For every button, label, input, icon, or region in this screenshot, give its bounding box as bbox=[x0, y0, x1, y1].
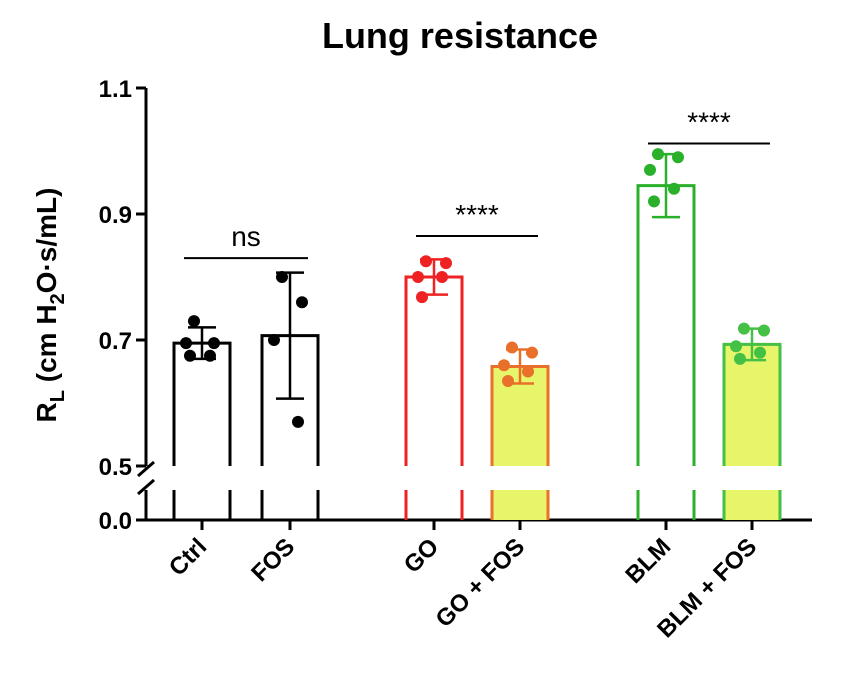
significance-group: ns **** **** bbox=[184, 106, 770, 260]
data-point bbox=[672, 151, 684, 164]
significance-label: **** bbox=[687, 106, 731, 137]
y-tick-label: 0.9 bbox=[99, 202, 132, 229]
data-point bbox=[436, 271, 448, 283]
data-point bbox=[644, 163, 656, 176]
bar-outline-upper bbox=[636, 184, 696, 466]
x-tick-label: Ctrl bbox=[164, 533, 212, 581]
y-axis-break-mark-top bbox=[137, 460, 155, 478]
data-point bbox=[734, 352, 746, 365]
data-point bbox=[420, 255, 432, 268]
data-point bbox=[208, 337, 220, 350]
y-axis-label-rest-1: (cm H bbox=[31, 304, 62, 390]
data-point bbox=[292, 415, 304, 428]
y-axis-label-sub2: 2 bbox=[47, 293, 69, 304]
bar-group bbox=[636, 148, 696, 520]
data-point bbox=[738, 322, 750, 335]
bar-outline-upper bbox=[404, 275, 464, 466]
data-point bbox=[648, 195, 660, 208]
y-axis-label-sub: L bbox=[47, 390, 69, 402]
data-point bbox=[754, 346, 766, 359]
y-tick-label: 1.1 bbox=[99, 76, 132, 103]
bar-group bbox=[722, 322, 782, 520]
bar-fill-lower bbox=[724, 490, 780, 520]
data-point bbox=[758, 324, 770, 337]
data-point bbox=[180, 337, 192, 350]
y-axis-break-mark-bottom bbox=[137, 478, 155, 496]
data-point bbox=[204, 349, 216, 362]
data-point bbox=[184, 349, 196, 362]
data-point bbox=[440, 257, 452, 270]
data-point bbox=[296, 296, 308, 309]
bar-group bbox=[260, 271, 320, 520]
significance-label: **** bbox=[455, 199, 499, 230]
data-point bbox=[268, 334, 280, 346]
y-axis-label-rest-2: O·s/mL) bbox=[31, 188, 62, 294]
y-axis-label-main: R bbox=[31, 402, 62, 422]
bar-group bbox=[404, 255, 464, 520]
data-point bbox=[526, 346, 538, 359]
chart-title: Lung resistance bbox=[322, 15, 598, 56]
data-point bbox=[412, 271, 424, 283]
data-point bbox=[498, 359, 510, 372]
bar-fill-upper bbox=[724, 344, 780, 466]
x-tick-label: GO + FOS bbox=[431, 533, 531, 633]
x-tick-label: GO bbox=[399, 533, 444, 578]
data-point bbox=[502, 374, 514, 387]
data-point bbox=[522, 365, 534, 378]
bar-outline-upper bbox=[172, 341, 232, 466]
data-point bbox=[416, 291, 428, 304]
data-point bbox=[730, 340, 742, 353]
y-tick-label: 0.7 bbox=[99, 328, 132, 355]
significance-label: ns bbox=[231, 221, 261, 252]
y-axis-label: RL (cm H2O·s/mL) bbox=[31, 188, 69, 423]
y-tick-label: 0.5 bbox=[99, 454, 132, 481]
data-point bbox=[188, 315, 200, 328]
data-point bbox=[668, 182, 680, 195]
bar-group bbox=[172, 315, 232, 520]
bar-group bbox=[490, 341, 550, 520]
y-tick-label: 0.0 bbox=[99, 508, 132, 535]
data-point bbox=[506, 341, 518, 354]
data-point bbox=[276, 271, 288, 283]
x-tick-label: BLM bbox=[620, 533, 676, 589]
x-tick-label: FOS bbox=[246, 533, 300, 587]
data-point bbox=[652, 148, 664, 161]
bars-group bbox=[172, 148, 782, 520]
bar-fill-lower bbox=[492, 490, 548, 520]
